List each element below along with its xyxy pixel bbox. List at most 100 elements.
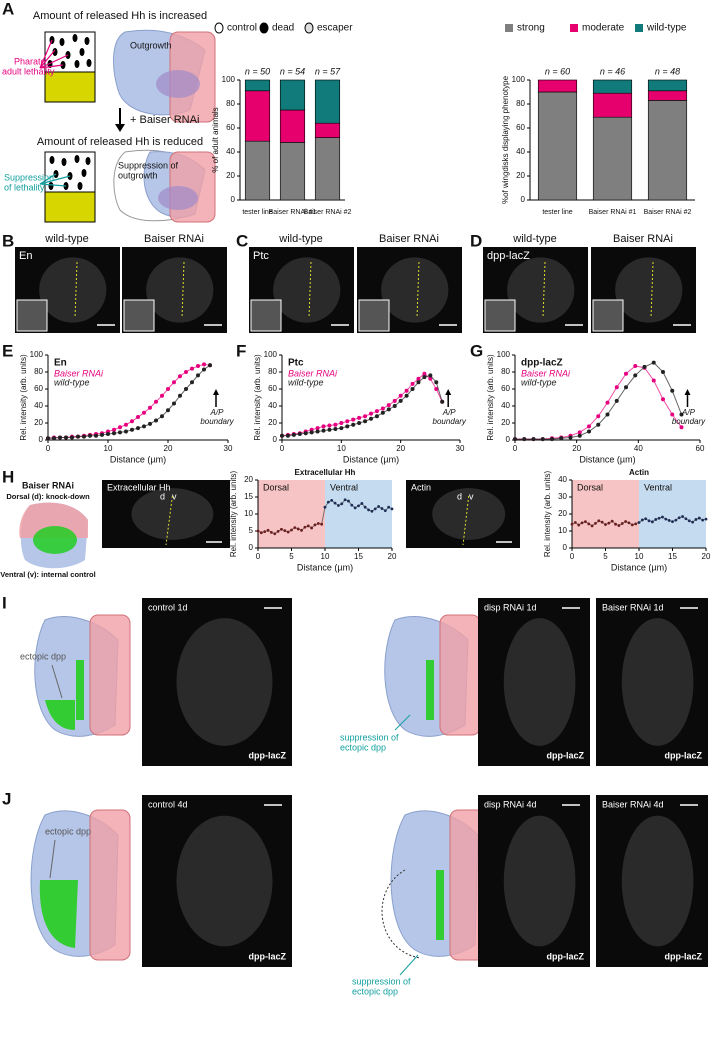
legend-label: wild-type <box>288 377 324 387</box>
data-point <box>291 432 296 437</box>
boundary <box>416 261 420 319</box>
tissue <box>146 257 214 323</box>
data-point <box>522 437 527 442</box>
data-point <box>293 526 297 529</box>
legend-label: moderate <box>582 23 625 34</box>
food <box>44 191 96 223</box>
y-tick-label: 80 <box>268 367 277 376</box>
data-point <box>363 419 368 424</box>
data-point <box>577 433 582 438</box>
y-tick-label: 100 <box>264 350 278 359</box>
data-point <box>106 432 110 437</box>
y-tick-label: 0 <box>563 543 568 552</box>
data-point <box>339 421 344 425</box>
data-point <box>345 419 350 424</box>
marker-label: Ptc <box>253 250 269 262</box>
panel-label: G <box>470 341 483 360</box>
bar-segment <box>647 79 688 92</box>
data-point <box>136 426 140 431</box>
condition-label: wild-type <box>44 233 88 245</box>
data-point <box>624 385 628 390</box>
data-point <box>633 364 638 369</box>
bar-segment <box>279 142 306 201</box>
data-point <box>172 380 176 385</box>
data-point <box>422 371 427 376</box>
y-axis-label: % of adult animals <box>211 107 220 172</box>
annotation: boundary <box>200 417 234 426</box>
data-point <box>386 407 391 412</box>
data-point <box>320 522 324 526</box>
data-point <box>357 421 362 425</box>
label: Outgrowth <box>130 40 172 50</box>
marker-label: En <box>19 250 32 262</box>
data-point <box>600 520 604 524</box>
tissue <box>615 257 683 323</box>
data-point <box>614 522 617 526</box>
data-point <box>330 499 334 502</box>
data-point <box>697 516 701 520</box>
data-point <box>380 507 384 510</box>
data-point <box>398 398 403 403</box>
x-tick-label: 10 <box>635 552 644 561</box>
panel-label: J <box>2 789 11 808</box>
annotation-arrowhead <box>445 389 452 395</box>
boundary <box>308 261 312 319</box>
y-axis-label: Rel. intensity (arb. units) <box>486 354 495 441</box>
data-point <box>679 412 684 417</box>
data-point <box>428 376 433 381</box>
data-point <box>184 370 188 374</box>
data-point <box>208 363 212 368</box>
data-point <box>624 520 627 523</box>
bar-segment <box>279 109 306 143</box>
data-point <box>617 524 621 527</box>
label: Ventral (v): internal control <box>0 570 95 579</box>
data-point <box>386 403 391 408</box>
tissue <box>176 618 273 746</box>
data-point <box>637 521 641 524</box>
data-point <box>300 528 303 532</box>
label: suppression of <box>352 976 411 986</box>
panel-label: E <box>2 341 13 360</box>
legend-swatch <box>259 22 269 34</box>
data-point <box>142 410 146 415</box>
tissue <box>131 488 214 540</box>
data-point <box>373 507 377 511</box>
data-point <box>674 518 678 522</box>
y-tick-label: 80 <box>516 99 525 108</box>
data-point <box>377 505 380 508</box>
data-point <box>154 418 158 423</box>
marker-label: dpp-lacZ <box>547 750 585 760</box>
region-label: Dorsal <box>577 482 603 492</box>
data-point <box>614 398 619 403</box>
data-point <box>327 427 332 432</box>
data-point <box>64 435 68 440</box>
data-point <box>664 517 668 521</box>
data-point <box>559 436 564 441</box>
data-point <box>570 522 574 526</box>
data-point <box>670 412 675 417</box>
y-tick-label: 10 <box>244 509 253 518</box>
bar-segment <box>244 140 271 201</box>
legend-label: dead <box>272 23 294 34</box>
data-point <box>513 437 517 442</box>
x-axis-label: Distance (µm) <box>297 562 353 572</box>
legend-label: control <box>227 23 257 34</box>
data-point <box>172 401 176 406</box>
y-tick-label: 20 <box>558 509 567 518</box>
data-point <box>343 498 347 502</box>
chart-title: Ptc <box>288 358 304 369</box>
bar-segment <box>244 79 271 92</box>
annotation: A/P <box>442 408 457 417</box>
condition-label: Baiser RNAi <box>613 233 673 245</box>
data-point <box>333 501 337 505</box>
data-point <box>46 436 50 441</box>
y-tick-label: 40 <box>558 475 567 484</box>
series-line <box>48 364 211 439</box>
image-label: control 4d <box>148 799 188 809</box>
x-tick-label: 30 <box>456 444 465 453</box>
label: ectopic dpp <box>45 826 91 836</box>
region-label: d <box>160 491 165 501</box>
data-point <box>383 509 387 512</box>
data-point <box>661 370 665 374</box>
legend-label: wild-type <box>54 377 90 387</box>
